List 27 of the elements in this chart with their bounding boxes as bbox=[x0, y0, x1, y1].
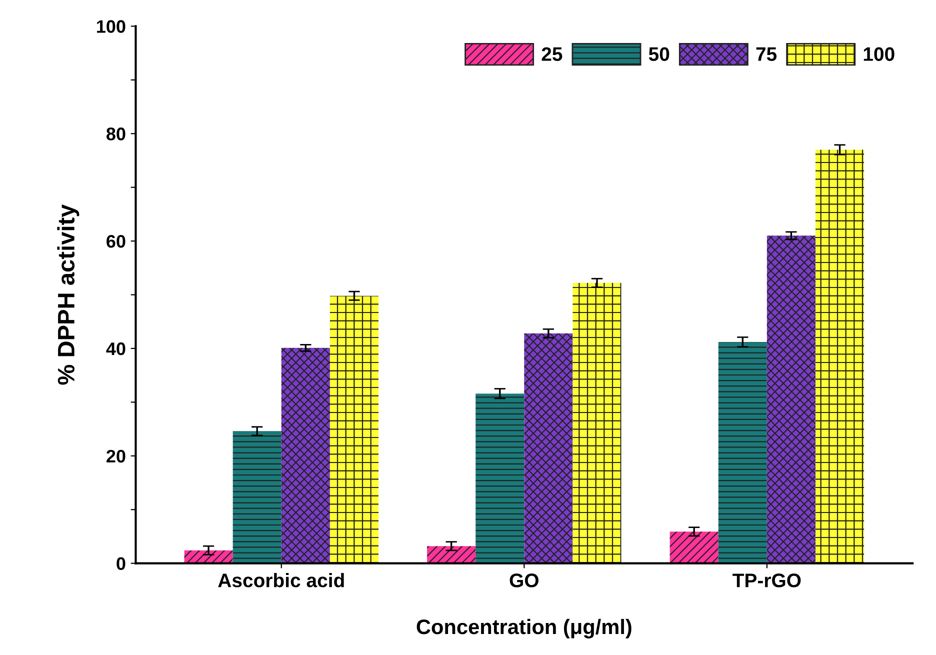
legend-label: 75 bbox=[756, 47, 777, 62]
x-axis-title: Concentration (μg/ml) bbox=[416, 618, 632, 638]
legend-label: 100 bbox=[864, 47, 894, 62]
legend-label: 25 bbox=[542, 47, 562, 62]
y-tick-label: 40 bbox=[106, 342, 126, 356]
y-tick-label: 60 bbox=[106, 234, 126, 248]
bar bbox=[815, 150, 864, 564]
x-tick-label: TP-rGO bbox=[732, 574, 801, 588]
bar bbox=[232, 431, 282, 564]
bar bbox=[670, 532, 718, 564]
bar bbox=[427, 546, 476, 564]
legend-label: 50 bbox=[648, 47, 670, 62]
bar bbox=[524, 333, 573, 564]
y-axis-title: % DPPH activity bbox=[57, 204, 80, 385]
y-tick-label: 100 bbox=[97, 20, 126, 33]
bar bbox=[718, 342, 767, 564]
bar bbox=[281, 348, 330, 564]
bar bbox=[330, 296, 378, 564]
x-tick-label: GO bbox=[510, 574, 538, 588]
bar bbox=[184, 550, 233, 564]
bar bbox=[476, 394, 524, 564]
bar bbox=[766, 236, 816, 564]
x-tick-label: Ascorbic acid bbox=[218, 573, 344, 588]
bar bbox=[572, 282, 622, 564]
y-tick-label: 0 bbox=[116, 557, 126, 570]
y-tick-label: 80 bbox=[106, 128, 126, 140]
y-tick-label: 20 bbox=[106, 450, 126, 463]
